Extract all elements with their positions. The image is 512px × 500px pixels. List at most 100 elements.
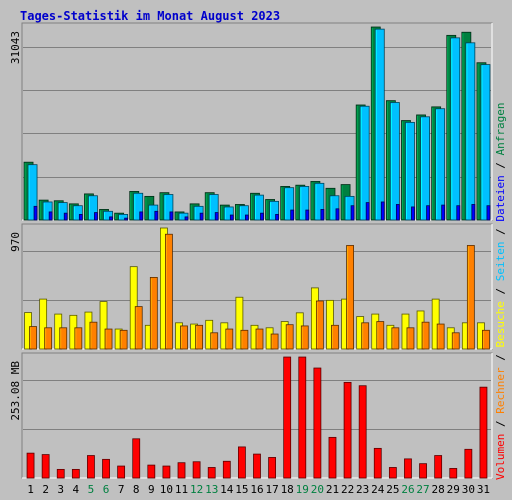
bar-volumen-day-11 [177,462,186,479]
bar-dateien-day-27 [420,116,430,221]
bar-dateien-day-29 [450,37,461,221]
legend-part-6: Seiten [494,242,507,282]
day-label-8: 8 [133,483,140,496]
bar-seiten-day-5 [94,212,98,221]
bar-seiten-day-17 [275,213,280,221]
day-labels: 1 2 3 4 5 6 7 8 9 10 11 12 13 14 15 16 17 18 19 20 21 22 23 24 2… [27,483,490,496]
bar-besuche-day-2 [39,298,48,350]
bar-dateien-day-31 [480,64,491,221]
bar-volumen-day-31 [479,386,488,479]
bar-dateien-day-30 [465,42,476,221]
bar-rechner-day-20 [315,300,324,350]
bar-rechner-day-28 [436,323,445,350]
panel-volume: 253.08 MB [9,352,493,479]
bar-seiten-day-9 [154,210,159,221]
bar-seiten-day-7 [124,217,129,221]
bar-seiten-day-27 [426,205,430,221]
day-label-24: 24 [371,483,385,496]
day-label-6: 6 [103,483,110,496]
bar-besuche-day-21 [326,299,334,350]
bar-rechner-day-16 [255,328,264,350]
bar-seiten-day-24 [380,201,385,221]
bar-rechner-day-21 [331,324,339,350]
bar-dateien-day-4 [72,205,83,221]
bar-rechner-day-30 [466,245,475,350]
bar-rechner-day-31 [482,329,490,350]
bar-dateien-day-15 [238,205,249,221]
y-axis-max-label: 253.08 MB [9,361,22,421]
bar-seiten-day-1 [33,205,38,221]
bar-seiten-day-2 [48,211,53,221]
bar-rechner-day-1 [29,326,37,350]
bar-seiten-day-6 [109,216,113,221]
bar-seiten-day-26 [411,206,415,221]
bar-dateien-day-17 [269,200,280,221]
day-label-9: 9 [148,483,155,496]
bar-volumen-day-5 [87,455,95,479]
legend-part-5: / [494,281,507,301]
bar-rechner-day-11 [180,325,188,350]
day-label-14: 14 [220,483,234,496]
legend: Volumen / Rechner / Besuche / Seiten / D… [494,102,507,480]
legend-part-1: / [494,414,507,434]
bar-rechner-day-18 [285,324,294,350]
bar-volumen-day-9 [147,464,156,479]
bar-dateien-day-21 [329,195,340,221]
bar-seiten-day-29 [456,205,461,221]
day-label-1: 1 [27,483,34,496]
bar-dateien-day-26 [405,121,415,221]
bar-dateien-day-7 [118,213,129,221]
bar-dateien-day-23 [359,105,370,221]
bar-rechner-day-19 [300,325,309,350]
day-label-5: 5 [88,483,95,496]
bar-dateien-day-25 [389,102,400,221]
bar-volumen-day-24 [373,447,382,479]
bar-rechner-day-17 [270,333,279,350]
bar-rechner-day-29 [451,332,460,350]
day-label-28: 28 [432,483,445,496]
bar-volumen-day-13 [207,467,216,479]
bar-besuche-day-6 [99,301,108,350]
bar-volumen-day-2 [41,454,50,479]
day-label-31: 31 [477,483,490,496]
bar-volumen-day-25 [388,467,397,479]
bar-seiten-day-11 [184,216,189,221]
day-label-26: 26 [401,483,414,496]
bar-dateien-day-28 [435,108,446,221]
day-label-27: 27 [416,483,429,496]
day-label-19: 19 [296,483,309,496]
bar-volumen-day-3 [56,468,65,479]
chart-title: Tages-Statistik im Monat August 2023 [20,9,280,23]
bar-seiten-day-14 [229,214,234,221]
bar-rechner-day-14 [225,328,234,350]
bar-dateien-day-2 [42,201,53,221]
bar-volumen-day-12 [192,461,201,479]
bar-volumen-day-20 [313,367,322,479]
bar-volumen-day-29 [449,468,458,479]
bar-volumen-day-4 [71,468,80,479]
bar-dateien-day-8 [133,192,144,221]
bar-volumen-day-30 [464,448,473,479]
day-label-10: 10 [160,483,173,496]
chart-panels: 31043 970 253.08 MB [9,22,493,479]
bar-seiten-day-12 [199,212,204,221]
legend-part-2: Rechner [494,367,507,414]
bar-volumen-day-21 [328,436,337,479]
bar-seiten-day-19 [305,209,310,221]
bar-rechner-day-10 [165,233,173,350]
legend-part-8: Dateien [494,175,507,221]
bar-rechner-day-25 [391,327,400,350]
bar-rechner-day-13 [210,332,219,350]
day-label-30: 30 [462,483,475,496]
legend-part-4: Besuche [494,301,507,347]
legend-part-3: / [494,348,507,368]
day-label-18: 18 [281,483,294,496]
bar-rechner-day-26 [406,327,415,350]
bar-dateien-day-24 [374,28,385,221]
bar-dateien-day-3 [57,202,68,221]
day-label-22: 22 [341,483,354,496]
bar-rechner-day-8 [134,306,143,350]
bar-dateien-day-19 [299,186,310,221]
bar-volumen-day-8 [132,438,141,479]
